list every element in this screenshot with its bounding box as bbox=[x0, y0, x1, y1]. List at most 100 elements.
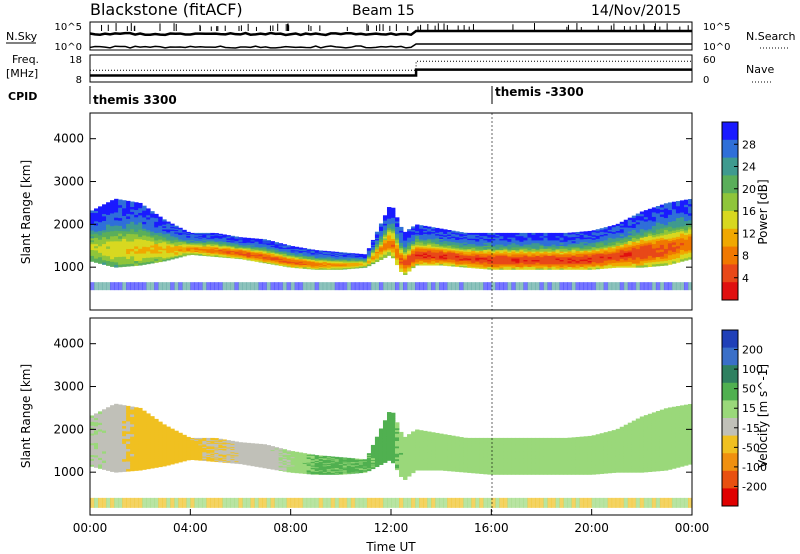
power-cell bbox=[330, 252, 336, 254]
power-cell bbox=[415, 240, 420, 243]
power-cell bbox=[627, 244, 633, 247]
power-cell bbox=[134, 221, 139, 225]
power-cell bbox=[310, 266, 316, 268]
power-cell bbox=[639, 228, 645, 232]
power-cell bbox=[647, 217, 653, 221]
power-cell bbox=[330, 257, 336, 259]
power-cell bbox=[258, 253, 263, 255]
power-ground-cell bbox=[322, 282, 328, 291]
power-cell bbox=[294, 258, 300, 261]
power-cell bbox=[174, 252, 179, 255]
power-cell bbox=[150, 243, 155, 246]
power-cell bbox=[278, 255, 284, 257]
power-cell bbox=[563, 245, 568, 248]
power-cell bbox=[475, 247, 480, 250]
power-cell bbox=[515, 242, 520, 245]
power-cell bbox=[254, 246, 259, 248]
power-cell bbox=[270, 250, 276, 253]
power-cell bbox=[419, 258, 424, 261]
velocity-cell bbox=[174, 461, 179, 464]
power-cell bbox=[491, 238, 496, 241]
power-cell bbox=[294, 250, 300, 252]
velocity-cell bbox=[110, 407, 115, 411]
power-cell bbox=[274, 263, 280, 266]
power-cell bbox=[663, 248, 669, 252]
velocity-cell bbox=[158, 461, 163, 464]
power-cell bbox=[326, 255, 332, 257]
power-cell bbox=[210, 234, 215, 237]
power-cell bbox=[595, 239, 601, 242]
power-cell bbox=[423, 255, 428, 259]
velocity-cell bbox=[122, 453, 127, 457]
power-cell bbox=[102, 213, 107, 217]
velocity-cell bbox=[98, 431, 103, 434]
power-cell bbox=[399, 254, 404, 257]
velocity-cell bbox=[110, 466, 115, 470]
power-ground-cell bbox=[230, 282, 235, 291]
power-cell bbox=[503, 259, 508, 262]
power-cell bbox=[555, 249, 560, 252]
power-cell bbox=[262, 258, 267, 260]
velocity-cell bbox=[166, 456, 171, 459]
power-cell bbox=[122, 253, 127, 257]
power-cell bbox=[547, 258, 552, 261]
velocity-cell bbox=[106, 412, 111, 416]
power-cell bbox=[455, 242, 460, 244]
power-ground-cell bbox=[679, 282, 685, 291]
power-cell bbox=[423, 237, 428, 240]
power-cell bbox=[635, 256, 641, 260]
power-frame bbox=[89, 112, 693, 311]
power-cell bbox=[411, 234, 416, 237]
power-cell bbox=[591, 236, 597, 239]
velocity-cell bbox=[142, 421, 147, 425]
velocity-ground-cell bbox=[154, 497, 159, 508]
power-cell bbox=[455, 259, 460, 262]
power-cell bbox=[451, 255, 456, 258]
velocity-cell bbox=[206, 456, 211, 458]
power-cell bbox=[242, 255, 247, 257]
power-cell bbox=[451, 234, 456, 237]
power-cell bbox=[571, 263, 577, 266]
velocity-cell bbox=[122, 451, 127, 455]
power-cell bbox=[342, 267, 348, 269]
power-cell bbox=[290, 263, 296, 265]
power-cell bbox=[423, 249, 428, 252]
power-cell bbox=[198, 234, 203, 236]
power-cell bbox=[314, 265, 320, 267]
power-cell bbox=[326, 253, 332, 255]
power-cell bbox=[94, 229, 99, 232]
power-cell bbox=[354, 262, 360, 265]
power-cell bbox=[302, 265, 308, 267]
power-cell bbox=[459, 232, 464, 234]
power-cell bbox=[531, 246, 536, 249]
power-cell bbox=[603, 266, 609, 269]
power-cell bbox=[94, 260, 99, 263]
power-cell bbox=[282, 253, 288, 255]
velocity-ground-cell bbox=[194, 497, 199, 508]
power-cell bbox=[158, 227, 163, 230]
power-cell bbox=[627, 225, 633, 228]
power-cell bbox=[90, 255, 95, 258]
velocity-cell bbox=[110, 430, 115, 434]
power-cell bbox=[587, 263, 593, 266]
power-cell bbox=[370, 241, 376, 244]
power-cell bbox=[174, 249, 179, 251]
power-ground-cell bbox=[294, 282, 300, 291]
power-cell bbox=[575, 267, 581, 270]
power-cell bbox=[194, 248, 199, 250]
velocity-cell bbox=[138, 429, 143, 433]
power-cell bbox=[675, 224, 681, 228]
power-cell bbox=[98, 245, 103, 249]
velocity-cell bbox=[210, 452, 215, 454]
power-cell bbox=[226, 240, 231, 242]
power-cell bbox=[411, 248, 416, 251]
power-cell bbox=[627, 219, 633, 222]
power-cell bbox=[174, 244, 179, 247]
power-cell bbox=[230, 257, 235, 259]
power-cell bbox=[583, 257, 589, 260]
power-cell bbox=[455, 247, 460, 250]
power-cell bbox=[122, 238, 127, 242]
power-cell bbox=[106, 202, 111, 206]
power-cell bbox=[459, 234, 464, 237]
power-cell bbox=[455, 235, 460, 238]
